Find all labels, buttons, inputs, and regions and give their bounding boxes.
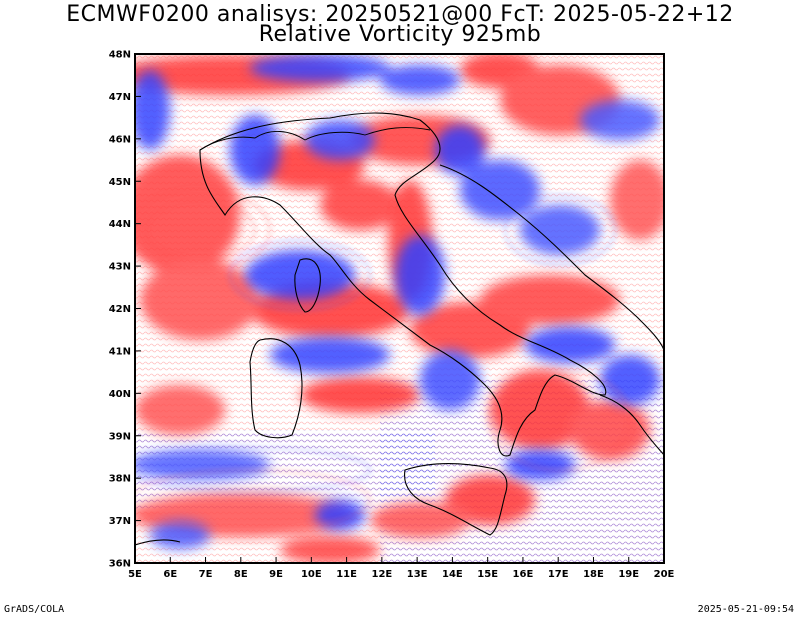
- lon-tick-label: 13E: [407, 569, 428, 580]
- lon-tick-label: 16E: [513, 569, 534, 580]
- software-credit: GrADS/COLA: [4, 604, 65, 615]
- lon-tick-label: 15E: [477, 569, 498, 580]
- longitude-axis: 5E 6E 7E 8E 9E 10E 11E 12E 13E 14E 15E 16E 17E 18E 19E…: [128, 557, 675, 580]
- title-line-2: Relative Vorticity 925mb: [258, 22, 542, 47]
- coastlines: [135, 112, 664, 546]
- latitude-axis: 48N 47N 46N 45N 44N 43N 42N 41N 40N 39N 38N 37N 36N: [109, 50, 141, 570]
- lat-tick-label: 47N: [109, 92, 131, 103]
- lon-tick-label: 14E: [442, 569, 463, 580]
- lon-tick-label: 20E: [654, 569, 675, 580]
- lon-tick-label: 17E: [548, 569, 569, 580]
- lat-tick-label: 48N: [109, 50, 131, 61]
- lat-tick-label: 44N: [109, 219, 131, 230]
- lat-tick-label: 43N: [109, 262, 131, 273]
- lon-tick-label: 9E: [269, 569, 283, 580]
- lon-tick-label: 6E: [163, 569, 177, 580]
- lon-tick-label: 18E: [583, 569, 604, 580]
- lat-tick-label: 39N: [109, 431, 131, 442]
- vorticity-field: [135, 54, 664, 563]
- lon-tick-label: 5E: [128, 569, 142, 580]
- lat-tick-label: 42N: [109, 304, 131, 315]
- lat-tick-label: 36N: [109, 559, 131, 570]
- lon-tick-label: 10E: [301, 569, 322, 580]
- title-line-1: ECMWF0200 analisys: 20250521@00 FcT: 202…: [66, 2, 734, 27]
- lat-tick-label: 40N: [109, 389, 131, 400]
- lat-tick-label: 46N: [109, 134, 131, 145]
- lon-tick-label: 11E: [336, 569, 357, 580]
- lon-tick-label: 7E: [199, 569, 213, 580]
- lat-tick-label: 41N: [109, 346, 131, 357]
- lat-tick-label: 37N: [109, 516, 131, 527]
- lon-tick-label: 19E: [618, 569, 639, 580]
- lat-tick-label: 45N: [109, 177, 131, 188]
- lon-tick-label: 12E: [371, 569, 392, 580]
- lat-tick-label: 38N: [109, 474, 131, 485]
- lon-tick-label: 8E: [234, 569, 248, 580]
- generation-timestamp: 2025-05-21-09:54: [697, 604, 794, 615]
